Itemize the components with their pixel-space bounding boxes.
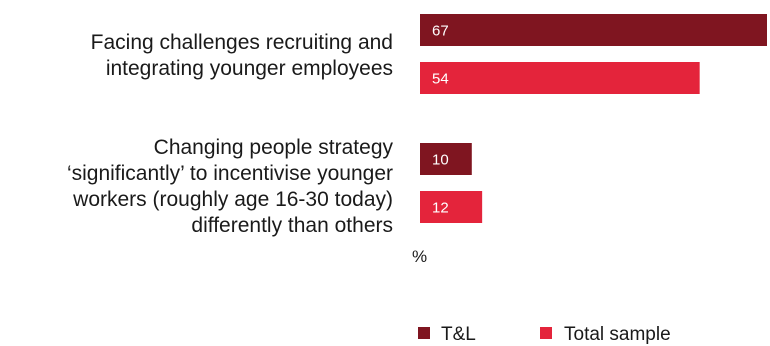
category-label-line: Facing challenges recruiting and bbox=[91, 31, 393, 54]
legend-label: Total sample bbox=[564, 324, 671, 345]
legend: T&L Total sample bbox=[418, 324, 671, 345]
category-label: Facing challenges recruiting and integrat… bbox=[91, 31, 393, 80]
bar bbox=[420, 191, 483, 223]
category-label-line: workers (roughly age 16-30 today) bbox=[72, 188, 393, 211]
bar bbox=[420, 143, 472, 175]
category-labels: Facing challenges recruiting and integrat… bbox=[67, 31, 394, 237]
category-label-line: differently than others bbox=[191, 214, 393, 237]
category-label-line: integrating younger employees bbox=[106, 57, 393, 80]
bar-value-label: 67 bbox=[432, 23, 449, 40]
unit-label: % bbox=[412, 247, 427, 266]
bars: 67 54 10 12 bbox=[420, 14, 767, 223]
category-label-line: ‘significantly’ to incentivise younger bbox=[67, 162, 393, 185]
bar bbox=[420, 14, 767, 46]
bar bbox=[420, 62, 700, 94]
bar-value-label: 10 bbox=[432, 152, 449, 169]
legend-swatch bbox=[418, 327, 430, 339]
bar-value-label: 54 bbox=[432, 71, 449, 88]
legend-label: T&L bbox=[441, 324, 476, 345]
category-label: Changing people strategy ‘significantly’ … bbox=[67, 136, 394, 237]
legend-swatch bbox=[540, 327, 552, 339]
bar-value-label: 12 bbox=[432, 200, 449, 217]
category-label-line: Changing people strategy bbox=[154, 136, 394, 159]
